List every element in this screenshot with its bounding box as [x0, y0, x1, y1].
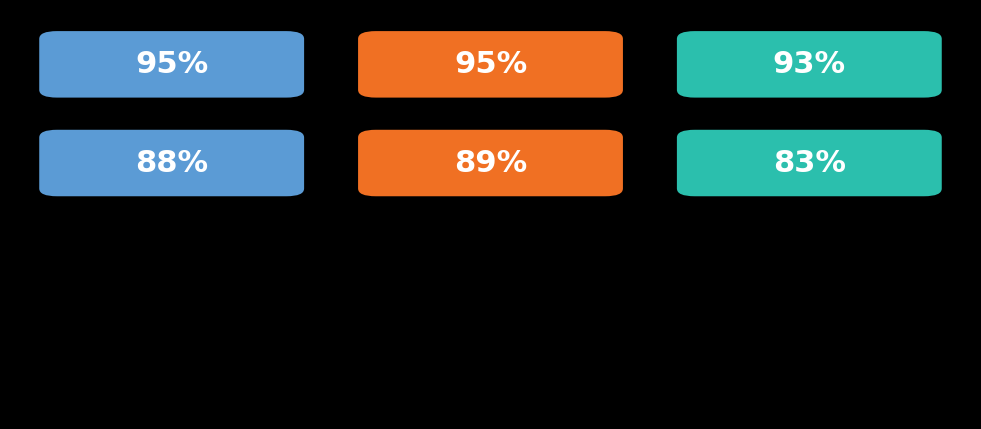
- Text: 88%: 88%: [135, 148, 208, 178]
- FancyBboxPatch shape: [39, 130, 304, 196]
- Text: 93%: 93%: [773, 50, 846, 79]
- Text: 95%: 95%: [135, 50, 208, 79]
- FancyBboxPatch shape: [39, 31, 304, 98]
- Text: 83%: 83%: [773, 148, 846, 178]
- Text: 95%: 95%: [454, 50, 527, 79]
- FancyBboxPatch shape: [677, 130, 942, 196]
- Text: 89%: 89%: [454, 148, 527, 178]
- FancyBboxPatch shape: [358, 31, 623, 98]
- FancyBboxPatch shape: [358, 130, 623, 196]
- FancyBboxPatch shape: [677, 31, 942, 98]
